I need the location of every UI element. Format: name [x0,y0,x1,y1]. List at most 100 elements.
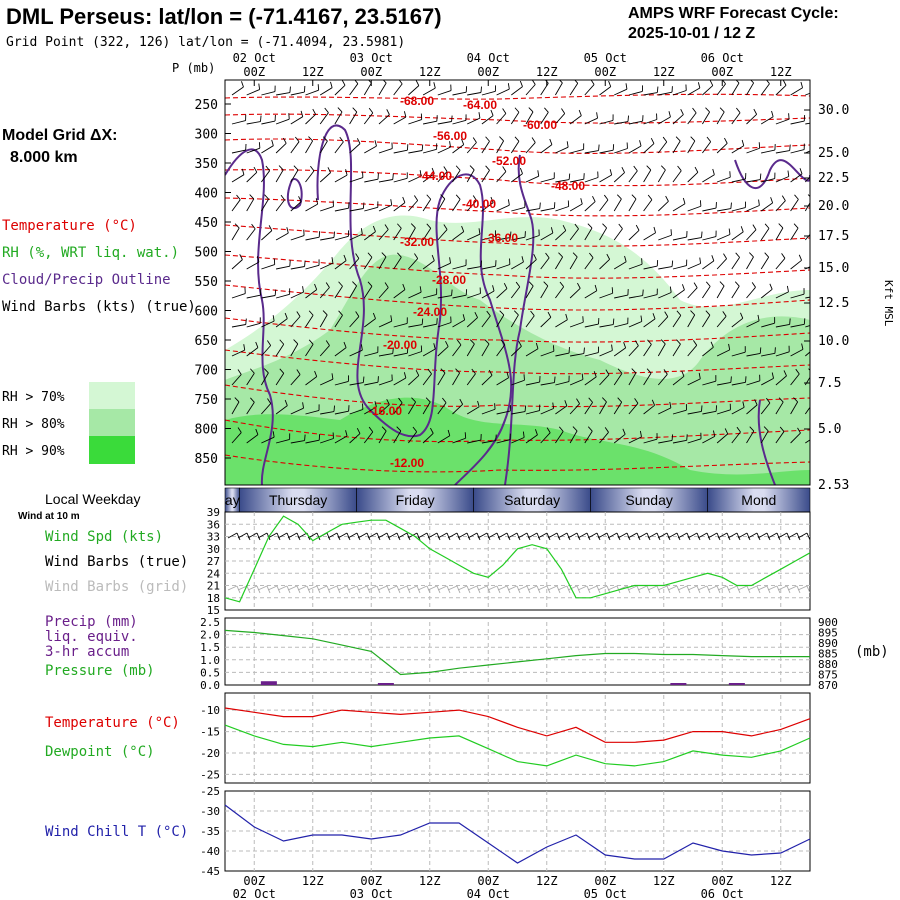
wind-barb [627,532,641,541]
wind-barb-staff [227,585,238,591]
wind-barb [687,282,698,299]
wind-barb [452,86,468,96]
wind-barb-staff [687,205,702,212]
wind-barb-flag [472,137,477,143]
wind-barb-staff [231,86,244,96]
wind-barb-staff [511,173,523,183]
wind-barb-staff [510,141,520,154]
wind-barb-flag [386,109,390,115]
wind-barb [367,532,381,541]
wind-barb-flag [433,82,436,89]
pressure-unit: (mb) [855,644,889,660]
wind-barb [231,369,242,386]
wind-barb [790,397,799,415]
wind-barb [716,343,731,357]
wind-barb-flag [382,80,387,84]
wind-barb [702,136,712,154]
wind-barb-flag [544,107,549,113]
wind-barb-staff [305,409,320,415]
wind-barb [511,167,523,183]
wind-barb [246,194,255,212]
wind-barb-flag [486,310,491,317]
wind-barb-staff [569,228,579,241]
wind-barb-staff [527,585,538,591]
wind-barb-staff [790,401,799,415]
wind-barb-staff [393,202,406,212]
wind-barb-staff [452,144,464,154]
wind-barb-flag [736,426,741,433]
wind-barb-staff [467,532,478,539]
wind-barb [393,80,403,96]
wind-barb [408,397,416,415]
wind-barb-staff [790,199,799,212]
wind-barbs-true-label: Wind Barbs (true) [45,554,188,570]
wind-barb-flag [495,434,497,441]
wind-barb-staff [687,411,702,415]
wind-barb [525,229,540,241]
wind-barb-flag [764,223,770,229]
wind-barb-flag [346,532,351,541]
wind-barb [481,165,490,183]
wind-barb-staff [569,321,584,328]
wind-barb [422,143,438,154]
wind-barb-staff [584,177,599,183]
wind-barb [496,339,506,357]
wind-barb-flag [302,402,304,409]
wind-barb-staff [393,377,407,386]
wind-barb [437,141,451,154]
wind-barb-flag [800,81,804,88]
wind-barb [672,259,688,270]
wind-barb-flag [545,252,550,259]
wind-barb-flag [331,257,334,264]
wind-barb [378,173,394,183]
wind-barb-flag [565,313,568,320]
wind-barb-flag [663,369,668,375]
wind-barb-staff [290,116,303,125]
wind-barb [510,310,519,328]
dewpoint-label: Dewpoint (°C) [45,744,155,760]
wind-barb [643,138,655,154]
wind-barb [658,86,673,96]
weekday-segment [473,487,591,513]
wind-barb-flag [533,254,537,260]
wind-barb-flag [339,136,344,143]
wind-barb-staff [246,347,259,357]
wind-barb-flag [402,283,406,290]
wind-barb [423,115,438,125]
wind-barb-staff [487,585,498,591]
wind-barb-flag [664,311,669,317]
wind-barb [737,532,751,541]
wind-barb [497,532,511,541]
bottom-hour-label: 00Z [711,874,733,888]
wind-barb [525,376,541,386]
wind-barb-flag [237,427,242,433]
wind-barb-flag [449,141,451,148]
wind-barb [757,532,771,541]
wind-barb [790,223,799,241]
wind-barb [290,136,300,154]
temperature-contour-labels: -68.00 -64.00 -56.00 -60.00 -52.00 -44.0… [368,94,585,470]
wind-barb-flag [594,284,598,291]
wind-barb [422,427,434,444]
wind-barb-flag [602,223,607,229]
wind-barb [584,318,600,328]
wind-barb-staff [790,149,805,154]
wind-barb-flag [795,368,800,375]
wind-barb [507,532,521,541]
wind-barb-staff [707,585,718,591]
wind-barb-flag [611,344,613,351]
wind-barb [599,114,614,125]
wind-barb-staff [555,146,569,154]
wind-barb-flag [472,195,477,201]
wind-barb-flag [431,254,435,261]
wind-barb [797,532,810,541]
wind-barb [452,289,468,299]
wind-barb [261,315,275,328]
y-tick-label: 15 [207,604,220,617]
wind-barb-flag [410,223,416,229]
wind-barb-flag [367,80,372,84]
wind-barb [364,140,377,154]
wind-barb [687,310,696,328]
wind-barb-flag [587,426,593,432]
wind-barb [393,347,409,357]
